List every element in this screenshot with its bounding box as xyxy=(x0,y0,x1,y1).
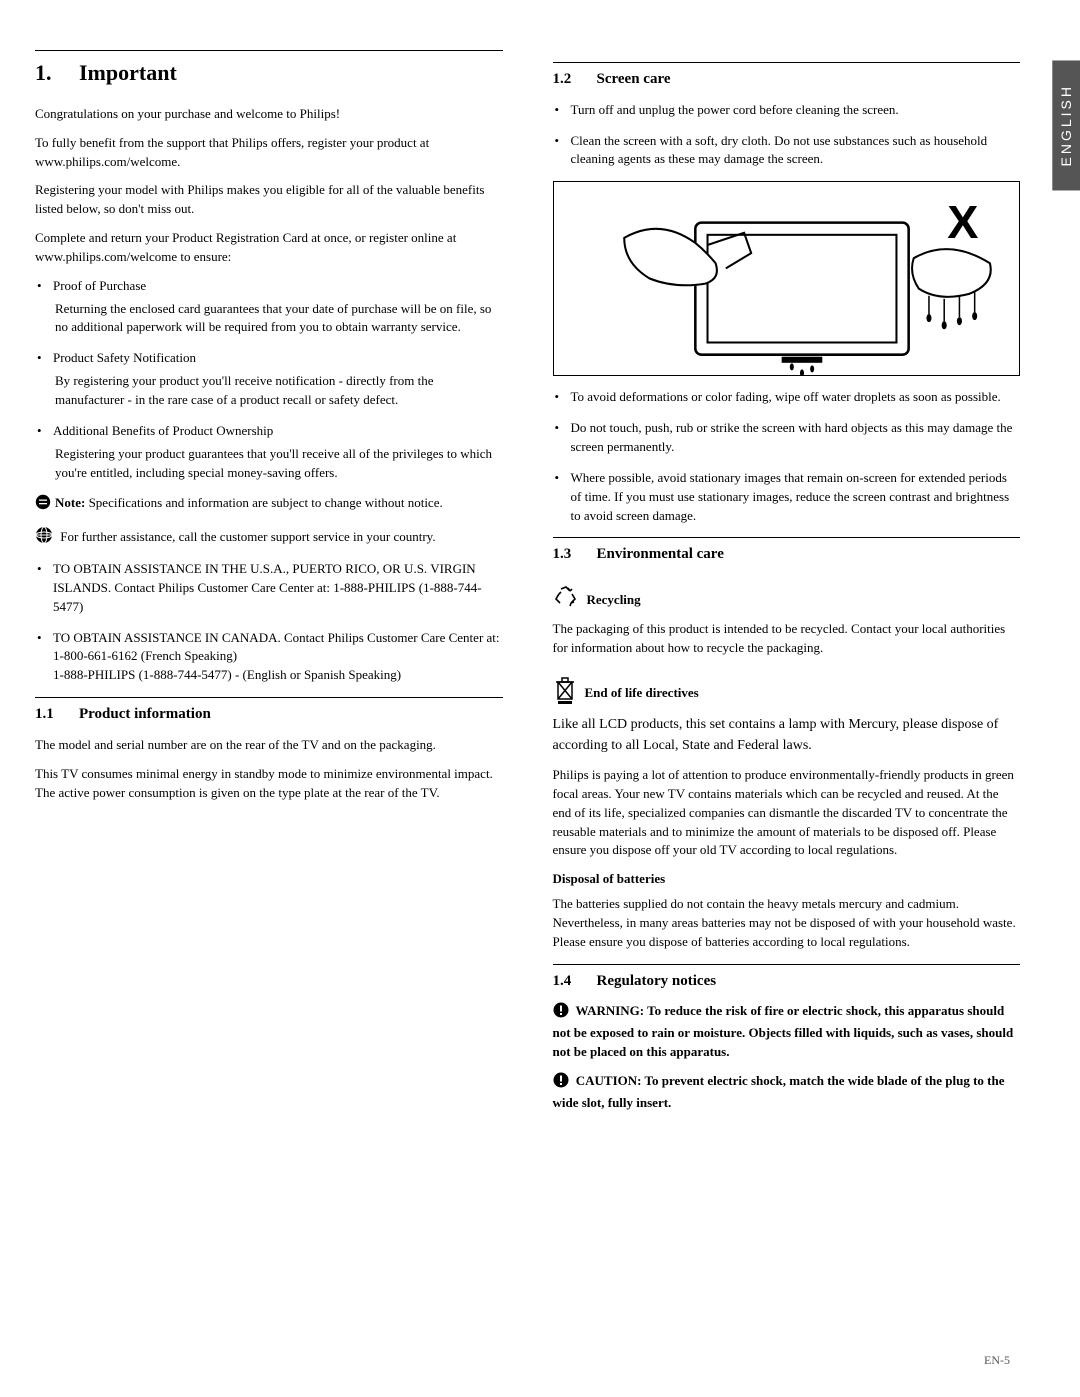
screencare-list-top: Turn off and unplug the power cord befor… xyxy=(553,101,1021,170)
eol-heading: End of life directives xyxy=(553,676,699,712)
assist-ca-en: 1-888-PHILIPS (1-888-744-5477) - (Englis… xyxy=(53,667,401,682)
section-1-1-number: 1.1 xyxy=(35,704,79,726)
screencare-b1: Turn off and unplug the power cord befor… xyxy=(571,101,1021,120)
section-1-3-title: Environmental care xyxy=(597,546,724,562)
assist-ca-fr: 1-800-661-6162 (French Speaking) xyxy=(53,648,237,663)
svg-text:X: X xyxy=(947,196,978,248)
section-1-2-title: Screen care xyxy=(597,71,671,87)
recycling-icon xyxy=(553,584,579,616)
assist-us: TO OBTAIN ASSISTANCE IN THE U.S.A., PUER… xyxy=(53,560,503,617)
benefit-safety-title: Product Safety Notification xyxy=(53,350,196,365)
caution-icon xyxy=(553,1072,569,1094)
note-label: Note: xyxy=(55,495,85,510)
note-block: Note: Specifications and information are… xyxy=(35,494,503,516)
section-1-4-heading: 1.4Regulatory notices xyxy=(553,964,1021,993)
assistance-list: TO OBTAIN ASSISTANCE IN THE U.S.A., PUER… xyxy=(35,560,503,685)
benefit-safety-desc: By registering your product you'll recei… xyxy=(53,372,503,410)
intro-p1: Congratulations on your purchase and wel… xyxy=(35,105,503,124)
batteries-text: The batteries supplied do not contain th… xyxy=(553,895,1021,952)
section-1-4-title: Regulatory notices xyxy=(597,973,717,989)
section-1-3-number: 1.3 xyxy=(553,544,597,566)
page-columns: 1.Important Congratulations on your purc… xyxy=(35,50,1020,1123)
section-1-4-number: 1.4 xyxy=(553,971,597,993)
wheelie-bin-icon xyxy=(553,676,577,712)
section-1-1-title: Product information xyxy=(79,706,211,722)
screen-care-illustration: X xyxy=(553,181,1021,376)
section-1-2-number: 1.2 xyxy=(553,69,597,91)
section-1-heading: 1.Important xyxy=(35,50,503,89)
warning-label: WARNING: xyxy=(573,1003,648,1018)
note-icon xyxy=(35,494,51,516)
assist-ca: TO OBTAIN ASSISTANCE IN CANADA. Contact … xyxy=(53,629,503,686)
section-1-3-heading: 1.3Environmental care xyxy=(553,537,1021,566)
intro-p2: To fully benefit from the support that P… xyxy=(35,134,503,172)
section-1-title: Important xyxy=(79,60,177,85)
assist-block: For further assistance, call the custome… xyxy=(35,526,503,550)
prodinfo-p2: This TV consumes minimal energy in stand… xyxy=(35,765,503,803)
benefit-additional-desc: Registering your product guarantees that… xyxy=(53,445,503,483)
assist-ca-title: TO OBTAIN ASSISTANCE IN CANADA. Contact … xyxy=(53,630,500,645)
intro-p4: Complete and return your Product Registr… xyxy=(35,229,503,267)
eol-p2: Philips is paying a lot of attention to … xyxy=(553,766,1021,860)
assist-text: For further assistance, call the custome… xyxy=(57,529,436,544)
language-tab: ENGLISH xyxy=(1052,60,1080,190)
warning-icon xyxy=(553,1002,569,1024)
page-footer: EN-5 xyxy=(984,1352,1010,1369)
benefit-safety: Product Safety Notification By registeri… xyxy=(53,349,503,410)
globe-icon xyxy=(35,526,53,550)
screencare-b2: Clean the screen with a soft, dry cloth.… xyxy=(571,132,1021,170)
recycling-heading: Recycling xyxy=(553,584,641,616)
benefit-additional: Additional Benefits of Product Ownership… xyxy=(53,422,503,483)
screencare-b5: Where possible, avoid stationary images … xyxy=(571,469,1021,526)
section-1-1-heading: 1.1Product information xyxy=(35,697,503,726)
screencare-b3: To avoid deformations or color fading, w… xyxy=(571,388,1021,407)
intro-p3: Registering your model with Philips make… xyxy=(35,181,503,219)
benefit-additional-title: Additional Benefits of Product Ownership xyxy=(53,423,273,438)
eol-p1: Like all LCD products, this set contains… xyxy=(553,715,1021,756)
recycling-text: The packaging of this product is intende… xyxy=(553,620,1021,658)
batteries-label: Disposal of batteries xyxy=(553,870,1021,889)
benefit-proof: Proof of Purchase Returning the enclosed… xyxy=(53,277,503,338)
screencare-list-bottom: To avoid deformations or color fading, w… xyxy=(553,388,1021,525)
left-column: 1.Important Congratulations on your purc… xyxy=(35,50,513,1123)
screencare-b4: Do not touch, push, rub or strike the sc… xyxy=(571,419,1021,457)
right-column: 1.2Screen care Turn off and unplug the p… xyxy=(543,50,1021,1123)
recycling-label: Recycling xyxy=(587,591,641,610)
warning-block: WARNING: To reduce the risk of fire or e… xyxy=(553,1002,1021,1062)
eol-label: End of life directives xyxy=(585,684,699,703)
section-1-2-heading: 1.2Screen care xyxy=(553,62,1021,91)
registration-benefits-list: Proof of Purchase Returning the enclosed… xyxy=(35,277,503,483)
benefit-proof-desc: Returning the enclosed card guarantees t… xyxy=(53,300,503,338)
prodinfo-p1: The model and serial number are on the r… xyxy=(35,736,503,755)
note-text: Specifications and information are subje… xyxy=(85,495,442,510)
caution-block: CAUTION: To prevent electric shock, matc… xyxy=(553,1072,1021,1113)
section-1-number: 1. xyxy=(35,57,79,89)
benefit-proof-title: Proof of Purchase xyxy=(53,278,146,293)
caution-label: CAUTION: xyxy=(573,1073,645,1088)
